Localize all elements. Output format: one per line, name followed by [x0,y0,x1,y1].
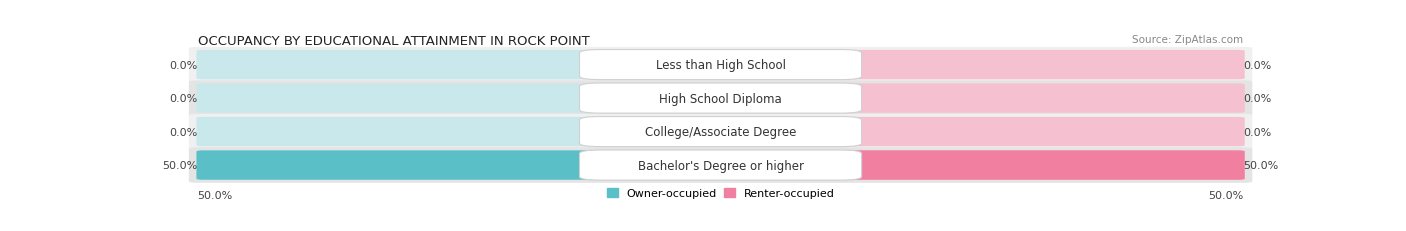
FancyBboxPatch shape [714,151,1244,180]
Text: Bachelor's Degree or higher: Bachelor's Degree or higher [637,159,804,172]
FancyBboxPatch shape [188,81,1253,116]
Text: 50.0%: 50.0% [197,190,233,200]
Text: College/Associate Degree: College/Associate Degree [645,125,796,138]
FancyBboxPatch shape [579,50,862,80]
Text: 50.0%: 50.0% [1244,160,1279,170]
Text: 0.0%: 0.0% [1244,94,1272,104]
FancyBboxPatch shape [188,114,1253,150]
Text: High School Diploma: High School Diploma [659,92,782,105]
Text: 50.0%: 50.0% [162,160,197,170]
FancyBboxPatch shape [197,51,727,80]
FancyBboxPatch shape [714,51,1244,80]
Text: 0.0%: 0.0% [169,127,197,137]
FancyBboxPatch shape [188,48,1253,83]
FancyBboxPatch shape [197,151,727,180]
FancyBboxPatch shape [714,117,1244,147]
FancyBboxPatch shape [579,117,862,147]
FancyBboxPatch shape [197,151,727,180]
Text: 0.0%: 0.0% [169,60,197,70]
FancyBboxPatch shape [579,150,862,180]
FancyBboxPatch shape [714,84,1244,113]
Legend: Owner-occupied, Renter-occupied: Owner-occupied, Renter-occupied [606,188,835,198]
Text: OCCUPANCY BY EDUCATIONAL ATTAINMENT IN ROCK POINT: OCCUPANCY BY EDUCATIONAL ATTAINMENT IN R… [197,35,589,48]
Text: 0.0%: 0.0% [1244,60,1272,70]
Text: 50.0%: 50.0% [1208,190,1244,200]
Text: Less than High School: Less than High School [655,59,786,72]
Text: 0.0%: 0.0% [1244,127,1272,137]
FancyBboxPatch shape [188,148,1253,183]
Text: Source: ZipAtlas.com: Source: ZipAtlas.com [1132,35,1244,45]
Text: 0.0%: 0.0% [169,94,197,104]
FancyBboxPatch shape [579,84,862,114]
FancyBboxPatch shape [197,84,727,113]
FancyBboxPatch shape [197,117,727,147]
FancyBboxPatch shape [714,151,1244,180]
